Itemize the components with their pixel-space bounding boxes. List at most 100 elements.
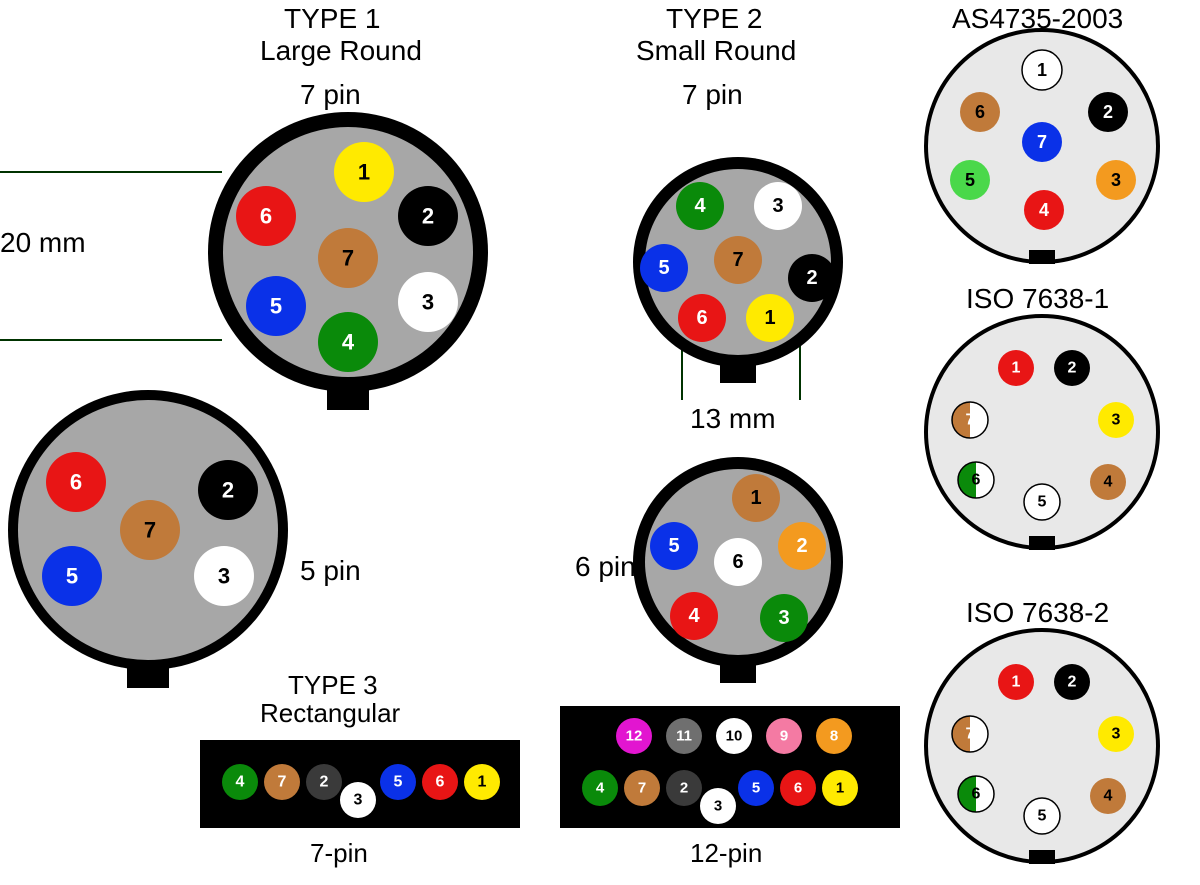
pin-6: 6 xyxy=(714,538,762,586)
t1-pin7: 7 pin xyxy=(300,79,361,110)
pin-label: 6 xyxy=(975,102,985,122)
pin-4: 4 xyxy=(676,182,724,230)
iso-1: ISO 7638-1 xyxy=(966,283,1109,314)
pin-label: 3 xyxy=(354,792,363,809)
pin-3: 3 xyxy=(1098,716,1134,752)
pin-label: 3 xyxy=(218,564,230,589)
pin-label: 2 xyxy=(1068,674,1077,691)
pin-9: 9 xyxy=(766,718,802,754)
pin-label: 7 xyxy=(966,412,975,429)
pin-label: 2 xyxy=(422,204,434,229)
type1-7pin: 1 2 3 4 5 6 7 xyxy=(208,112,488,410)
pin-label: 6 xyxy=(260,204,272,229)
iso-2: ISO 7638-2 xyxy=(966,597,1109,628)
pin-6: 6 xyxy=(958,776,994,812)
pin-3: 3 xyxy=(194,546,254,606)
pin-label: 4 xyxy=(1039,200,1049,220)
pin-label: 7 xyxy=(966,726,975,743)
pin-label: 6 xyxy=(70,470,82,495)
pin-1: 1 xyxy=(822,770,858,806)
t3-title2: Rectangular xyxy=(260,698,401,728)
pin-1: 1 xyxy=(1022,50,1062,90)
type3-12pin: 12 11 10 9 8 4 7 235 6 1 xyxy=(560,706,900,828)
pin-7: 7 xyxy=(1022,122,1062,162)
pin-label: 1 xyxy=(836,780,844,797)
pin-1: 1 xyxy=(998,664,1034,700)
pin-5: 5 xyxy=(650,522,698,570)
pin-label: 6 xyxy=(436,774,445,791)
as4735: AS4735-2003 xyxy=(952,3,1123,34)
pin-label: 4 xyxy=(596,780,605,797)
pin-3: 3 xyxy=(398,272,458,332)
pin-2: 2 xyxy=(1054,350,1090,386)
pin-1: 1 xyxy=(334,142,394,202)
pin-label: 7 xyxy=(1037,132,1047,152)
pin-4: 4 xyxy=(222,764,258,800)
pin-label: 2 xyxy=(806,267,817,289)
pin-4: 4 xyxy=(1024,190,1064,230)
pin-1: 1 xyxy=(746,294,794,342)
pin-7: 7 xyxy=(952,402,988,438)
pin-6: 6 xyxy=(422,764,458,800)
pin-label: 4 xyxy=(1104,788,1113,805)
pin-7: 7 xyxy=(714,236,762,284)
pin-3: 3 xyxy=(1096,160,1136,200)
pin-2: 2 xyxy=(198,460,258,520)
pin-label: 9 xyxy=(780,728,788,745)
pin-label: 1 xyxy=(358,160,370,185)
pin-2: 2 xyxy=(1054,664,1090,700)
pin-label: 5 xyxy=(394,774,403,791)
pin-label: 2 xyxy=(1068,360,1077,377)
pin-label: 1 xyxy=(1037,60,1047,80)
pin-label: 7 xyxy=(732,249,743,271)
pin-label: 1 xyxy=(764,307,775,329)
pin-label: 3 xyxy=(422,290,434,315)
pin-2: 2 xyxy=(1088,92,1128,132)
pin-label: 5 xyxy=(66,564,78,589)
pin-label: 6 xyxy=(696,307,707,329)
t3-7pin: 7-pin xyxy=(310,838,368,868)
pin-5: 5 xyxy=(380,764,416,800)
pin-label: 2 xyxy=(222,478,234,503)
pin-label: 3 xyxy=(772,195,783,217)
pin-6: 6 xyxy=(780,770,816,806)
pin-8: 8 xyxy=(816,718,852,754)
t2-title2: Small Round xyxy=(636,35,796,66)
pin-4: 4 xyxy=(318,312,378,372)
pin-10: 10 xyxy=(716,718,752,754)
pin-2: 2 xyxy=(306,764,342,800)
type3-7pin: 4 723 5 6 1 xyxy=(200,740,520,828)
t2-pin7: 7 pin xyxy=(682,79,743,110)
pin-5: 5 xyxy=(42,546,102,606)
pin-7: 7 xyxy=(264,764,300,800)
pin-3: 3 xyxy=(754,182,802,230)
pin-label: 7 xyxy=(638,780,646,797)
pin-label: 4 xyxy=(236,774,245,791)
pin-4: 4 xyxy=(582,770,618,806)
pin-label: 5 xyxy=(752,780,760,797)
pin-label: 10 xyxy=(726,728,743,745)
pin-7: 7 xyxy=(624,770,660,806)
pin-2: 2 xyxy=(788,254,836,302)
pin-1: 1 xyxy=(464,764,500,800)
pin-7: 7 xyxy=(318,228,378,288)
t1-title1: TYPE 1 xyxy=(284,3,380,34)
pin-label: 4 xyxy=(1104,474,1113,491)
pin-2: 2 xyxy=(778,522,826,570)
pin-label: 1 xyxy=(750,487,761,509)
connector-diagram: 1234567235674357261156243162753412736451… xyxy=(0,0,1200,885)
pin-11: 11 xyxy=(666,718,702,754)
pin-6: 6 xyxy=(46,452,106,512)
pin-label: 5 xyxy=(270,294,282,319)
iso7638-2: 1273645 xyxy=(926,630,1158,864)
dim20: 20 mm xyxy=(0,227,86,258)
pin-label: 6 xyxy=(972,786,981,803)
pin-3: 3 xyxy=(700,788,736,824)
pin-label: 12 xyxy=(626,728,643,745)
pin-1: 1 xyxy=(998,350,1034,386)
type1-5pin: 23567 xyxy=(8,390,288,688)
as4735: 1627534 xyxy=(926,30,1158,264)
pin-5: 5 xyxy=(640,244,688,292)
pin-1: 1 xyxy=(732,474,780,522)
pin-2: 2 xyxy=(666,770,702,806)
